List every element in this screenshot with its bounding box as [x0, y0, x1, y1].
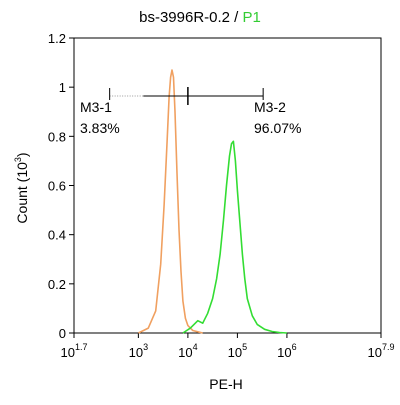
- chart-title-main: bs-3996R-0.2 /: [139, 9, 239, 26]
- x-tick-base: 10: [178, 345, 192, 360]
- plot-frame: [73, 37, 382, 334]
- y-tick-label: 1.2: [48, 31, 66, 46]
- x-tick-exp: 4: [193, 342, 198, 352]
- marker-m3-2-percent: 96.07%: [254, 120, 301, 136]
- x-axis-title: PE-H: [209, 376, 242, 392]
- y-tick-label: 0.4: [48, 228, 66, 243]
- y-axis-title: Count (103): [13, 152, 30, 223]
- x-tick-label: 103: [129, 342, 148, 360]
- gate-markers: M3-1 3.83% M3-2 96.07%: [80, 87, 301, 136]
- x-tick-label: 104: [178, 342, 197, 360]
- x-tick-base: 10: [228, 345, 242, 360]
- x-tick-base: 10: [61, 345, 75, 360]
- marker-m3-2-label: M3-2: [254, 99, 286, 115]
- x-tick-label: 101.7: [61, 342, 88, 360]
- y-axis-title-base: Count (10: [14, 162, 30, 224]
- series-group: [138, 69, 287, 334]
- y-axis-title-close: ): [14, 152, 30, 157]
- x-tick-exp: 1.7: [75, 342, 88, 352]
- x-tick-label: 107.9: [368, 342, 395, 360]
- y-tick-label: 1: [59, 80, 66, 95]
- y-tick-label: 0.2: [48, 277, 66, 292]
- x-tick-base: 10: [277, 345, 291, 360]
- x-tick-exp: 6: [292, 342, 297, 352]
- x-tick-base: 10: [129, 345, 143, 360]
- marker-m3-1-percent: 3.83%: [80, 120, 120, 136]
- x-tick-label: 105: [228, 342, 247, 360]
- x-tick-base: 10: [368, 345, 382, 360]
- x-tick-exp: 3: [143, 342, 148, 352]
- y-tick-label: 0.6: [48, 179, 66, 194]
- histogram-series-1: [138, 69, 203, 334]
- marker-m3-1-label: M3-1: [80, 99, 112, 115]
- histogram-series-2: [182, 140, 287, 334]
- x-tick-label: 106: [277, 342, 296, 360]
- y-tick-label: 0.8: [48, 129, 66, 144]
- y-tick-label: 0: [59, 326, 66, 341]
- x-tick-exp: 7.9: [382, 342, 395, 352]
- y-axis-title-exp: 3: [13, 157, 23, 162]
- chart-title: bs-3996R-0.2 / P1: [139, 9, 261, 26]
- chart-title-gate: P1: [243, 9, 261, 26]
- x-tick-exp: 5: [242, 342, 247, 352]
